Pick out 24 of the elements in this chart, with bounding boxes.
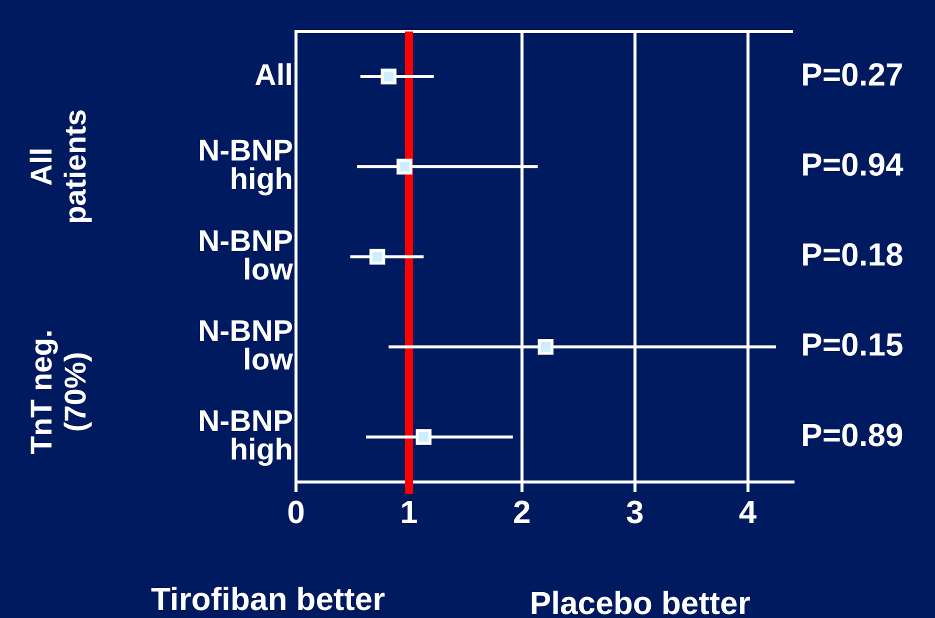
- x-tick-label: 2: [513, 494, 531, 530]
- y-tick-label: N-BNP low: [198, 224, 294, 286]
- point: [396, 158, 412, 175]
- text: Tirofiban better: [150, 581, 386, 617]
- x-tick-label: 1: [400, 494, 418, 530]
- text: All patients: [25, 109, 92, 224]
- text: P=0.18: [801, 236, 904, 273]
- x-tick-label: 4: [738, 494, 757, 530]
- text: Placebo better: [530, 585, 750, 618]
- y-tick-label: N-BNP high: [198, 134, 293, 196]
- point: [416, 429, 432, 445]
- text: TnT neg. (70%): [25, 329, 92, 454]
- x-tick-label: 0: [287, 494, 305, 530]
- y-tick-label: All: [254, 58, 293, 92]
- x-tick-label: 3: [626, 494, 644, 530]
- point: [380, 68, 396, 84]
- text: P=0.27: [801, 56, 904, 92]
- point: [369, 248, 386, 265]
- text: P=0.15: [801, 326, 904, 363]
- point: [538, 338, 554, 355]
- y-tick-label: N-BNP low: [198, 314, 294, 376]
- text: P=0.89: [801, 416, 904, 453]
- y-tick-label: N-BNP high: [198, 404, 293, 466]
- text: P=0.94: [801, 146, 904, 182]
